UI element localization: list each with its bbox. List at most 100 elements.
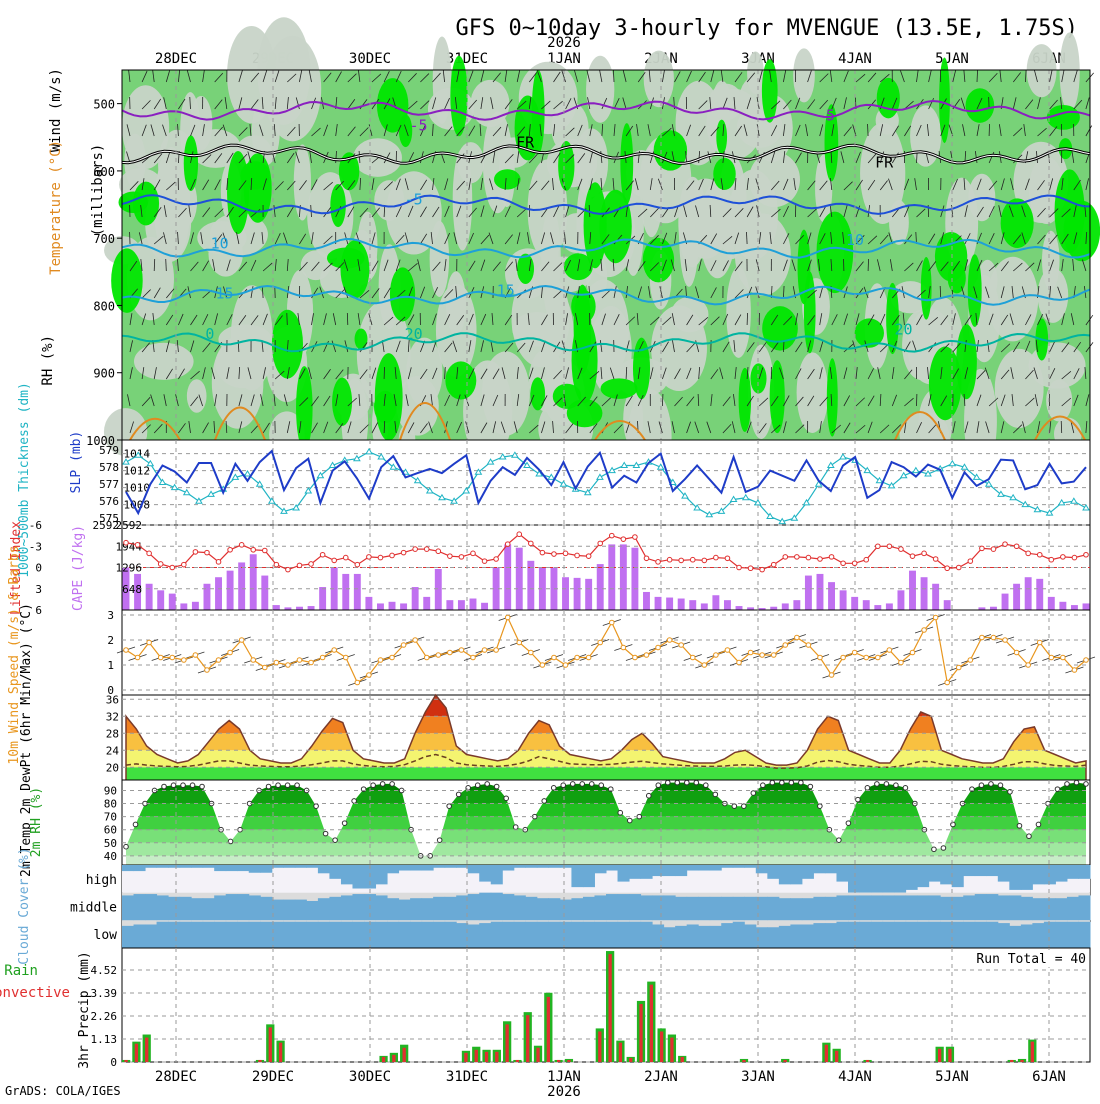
cloud-cell bbox=[537, 922, 549, 948]
cape-bar bbox=[227, 571, 234, 610]
cape-bar bbox=[261, 576, 268, 610]
rh2m-point bbox=[932, 847, 937, 852]
rh2m-point bbox=[599, 783, 604, 788]
wind10-point bbox=[343, 655, 348, 660]
lifted-index-point bbox=[679, 558, 684, 563]
lifted-index-point bbox=[991, 547, 996, 552]
wind10-point bbox=[262, 665, 267, 670]
rh2m-point bbox=[181, 783, 186, 788]
lifted-index-point bbox=[702, 558, 707, 563]
date-label-top: 28DEC bbox=[155, 51, 197, 67]
cloud-cell bbox=[445, 865, 457, 868]
cloud-cell bbox=[295, 900, 307, 921]
rh-dry-cell bbox=[482, 351, 530, 435]
ylabel-rh2m: 2m RH (%) bbox=[29, 787, 44, 857]
cloud-cell bbox=[813, 897, 825, 921]
cloud-cell bbox=[445, 922, 457, 948]
lifted-index-point bbox=[343, 555, 348, 560]
cape-bar bbox=[481, 603, 488, 610]
cloud-cell bbox=[825, 897, 837, 921]
rh2m-point bbox=[665, 780, 670, 785]
wind10-point bbox=[505, 615, 510, 620]
lifted-index-point bbox=[737, 565, 742, 570]
rh-dry-cell bbox=[623, 391, 643, 447]
cloud-cell bbox=[733, 922, 745, 948]
cloud-cell bbox=[1009, 895, 1021, 920]
cloud-cell bbox=[376, 922, 388, 948]
cloud-cell bbox=[779, 865, 791, 884]
rh2m-point bbox=[485, 782, 490, 787]
wind10-tick-label: 1 bbox=[107, 659, 114, 672]
rh2m-point bbox=[200, 784, 205, 789]
cape-bar bbox=[585, 579, 592, 610]
lifted-index-point bbox=[1084, 552, 1089, 557]
wind10-point bbox=[818, 655, 823, 660]
cloud-cell bbox=[329, 922, 341, 948]
cloud-cell bbox=[906, 895, 918, 920]
wind10-point bbox=[829, 673, 834, 678]
wind10-point bbox=[1061, 655, 1066, 660]
rh-moist-cell bbox=[184, 135, 198, 191]
rh2m-point bbox=[627, 818, 632, 823]
lifted-index-point bbox=[852, 561, 857, 566]
cloud-cell bbox=[1055, 898, 1067, 920]
cape-bar bbox=[655, 597, 662, 610]
cape-bar bbox=[909, 571, 916, 610]
cloud-cell bbox=[168, 865, 180, 868]
date-label-bottom: 30DEC bbox=[349, 1069, 391, 1085]
wind10-point bbox=[274, 660, 279, 665]
cloud-cell bbox=[422, 865, 434, 871]
wind10-tick-label: 3 bbox=[107, 609, 114, 622]
cloud-cell bbox=[802, 898, 814, 920]
precip-bar-convective bbox=[660, 1031, 663, 1062]
lifted-index-point bbox=[158, 562, 163, 567]
cape-tick-label: 648 bbox=[122, 583, 142, 596]
thickness-tick-label: 577 bbox=[99, 478, 119, 491]
cape-bar bbox=[215, 577, 222, 610]
precip-bar-convective bbox=[681, 1057, 684, 1062]
cloud-cell bbox=[376, 895, 388, 920]
cape-bar bbox=[446, 600, 453, 610]
rh-moist-cell bbox=[739, 368, 752, 432]
cloud-cell bbox=[906, 922, 918, 948]
rh-moist-cell bbox=[296, 366, 313, 450]
cloud-cell bbox=[1009, 865, 1021, 890]
isotherm-label: FR bbox=[516, 133, 535, 151]
cloud-cell bbox=[249, 895, 261, 920]
cloud-cell bbox=[952, 897, 964, 921]
cape-bar bbox=[562, 577, 569, 610]
cloud-cell bbox=[825, 923, 837, 948]
cloud-cell bbox=[502, 922, 514, 948]
rh2m-point bbox=[285, 783, 290, 788]
precip-bar-convective bbox=[938, 1049, 941, 1062]
cloud-cell bbox=[664, 865, 676, 876]
lifted-index-point bbox=[1037, 552, 1042, 557]
wind10-point bbox=[216, 658, 221, 663]
wind10-point bbox=[980, 635, 985, 640]
cape-bar bbox=[1071, 605, 1078, 610]
li-tick-label: -6 bbox=[29, 519, 42, 532]
wind10-point bbox=[609, 620, 614, 625]
cloud-cell bbox=[1044, 922, 1056, 948]
cloud-cell bbox=[1044, 865, 1056, 884]
cloud-cell bbox=[871, 895, 883, 920]
cloud-cell bbox=[376, 865, 388, 884]
cloud-cell bbox=[145, 865, 157, 868]
cloud-cell bbox=[318, 922, 330, 948]
cloud-cell bbox=[606, 922, 618, 948]
cloud-cell bbox=[560, 922, 572, 948]
cloud-cell bbox=[352, 865, 364, 889]
rh2m-point bbox=[656, 783, 661, 788]
precip-bar-convective bbox=[505, 1024, 508, 1062]
cloud-cell bbox=[779, 898, 791, 920]
rh2m-point bbox=[333, 838, 338, 843]
date-label-bottom: 31DEC bbox=[446, 1069, 488, 1085]
precip-bar-convective bbox=[269, 1027, 272, 1062]
cloud-cell bbox=[410, 898, 422, 920]
rh-moist-cell bbox=[816, 212, 853, 294]
lifted-index-point bbox=[621, 537, 626, 542]
lifted-index-point bbox=[771, 562, 776, 567]
lifted-index-point bbox=[332, 558, 337, 563]
cloud-cell bbox=[594, 865, 606, 873]
rh-dry-cell bbox=[586, 56, 614, 123]
